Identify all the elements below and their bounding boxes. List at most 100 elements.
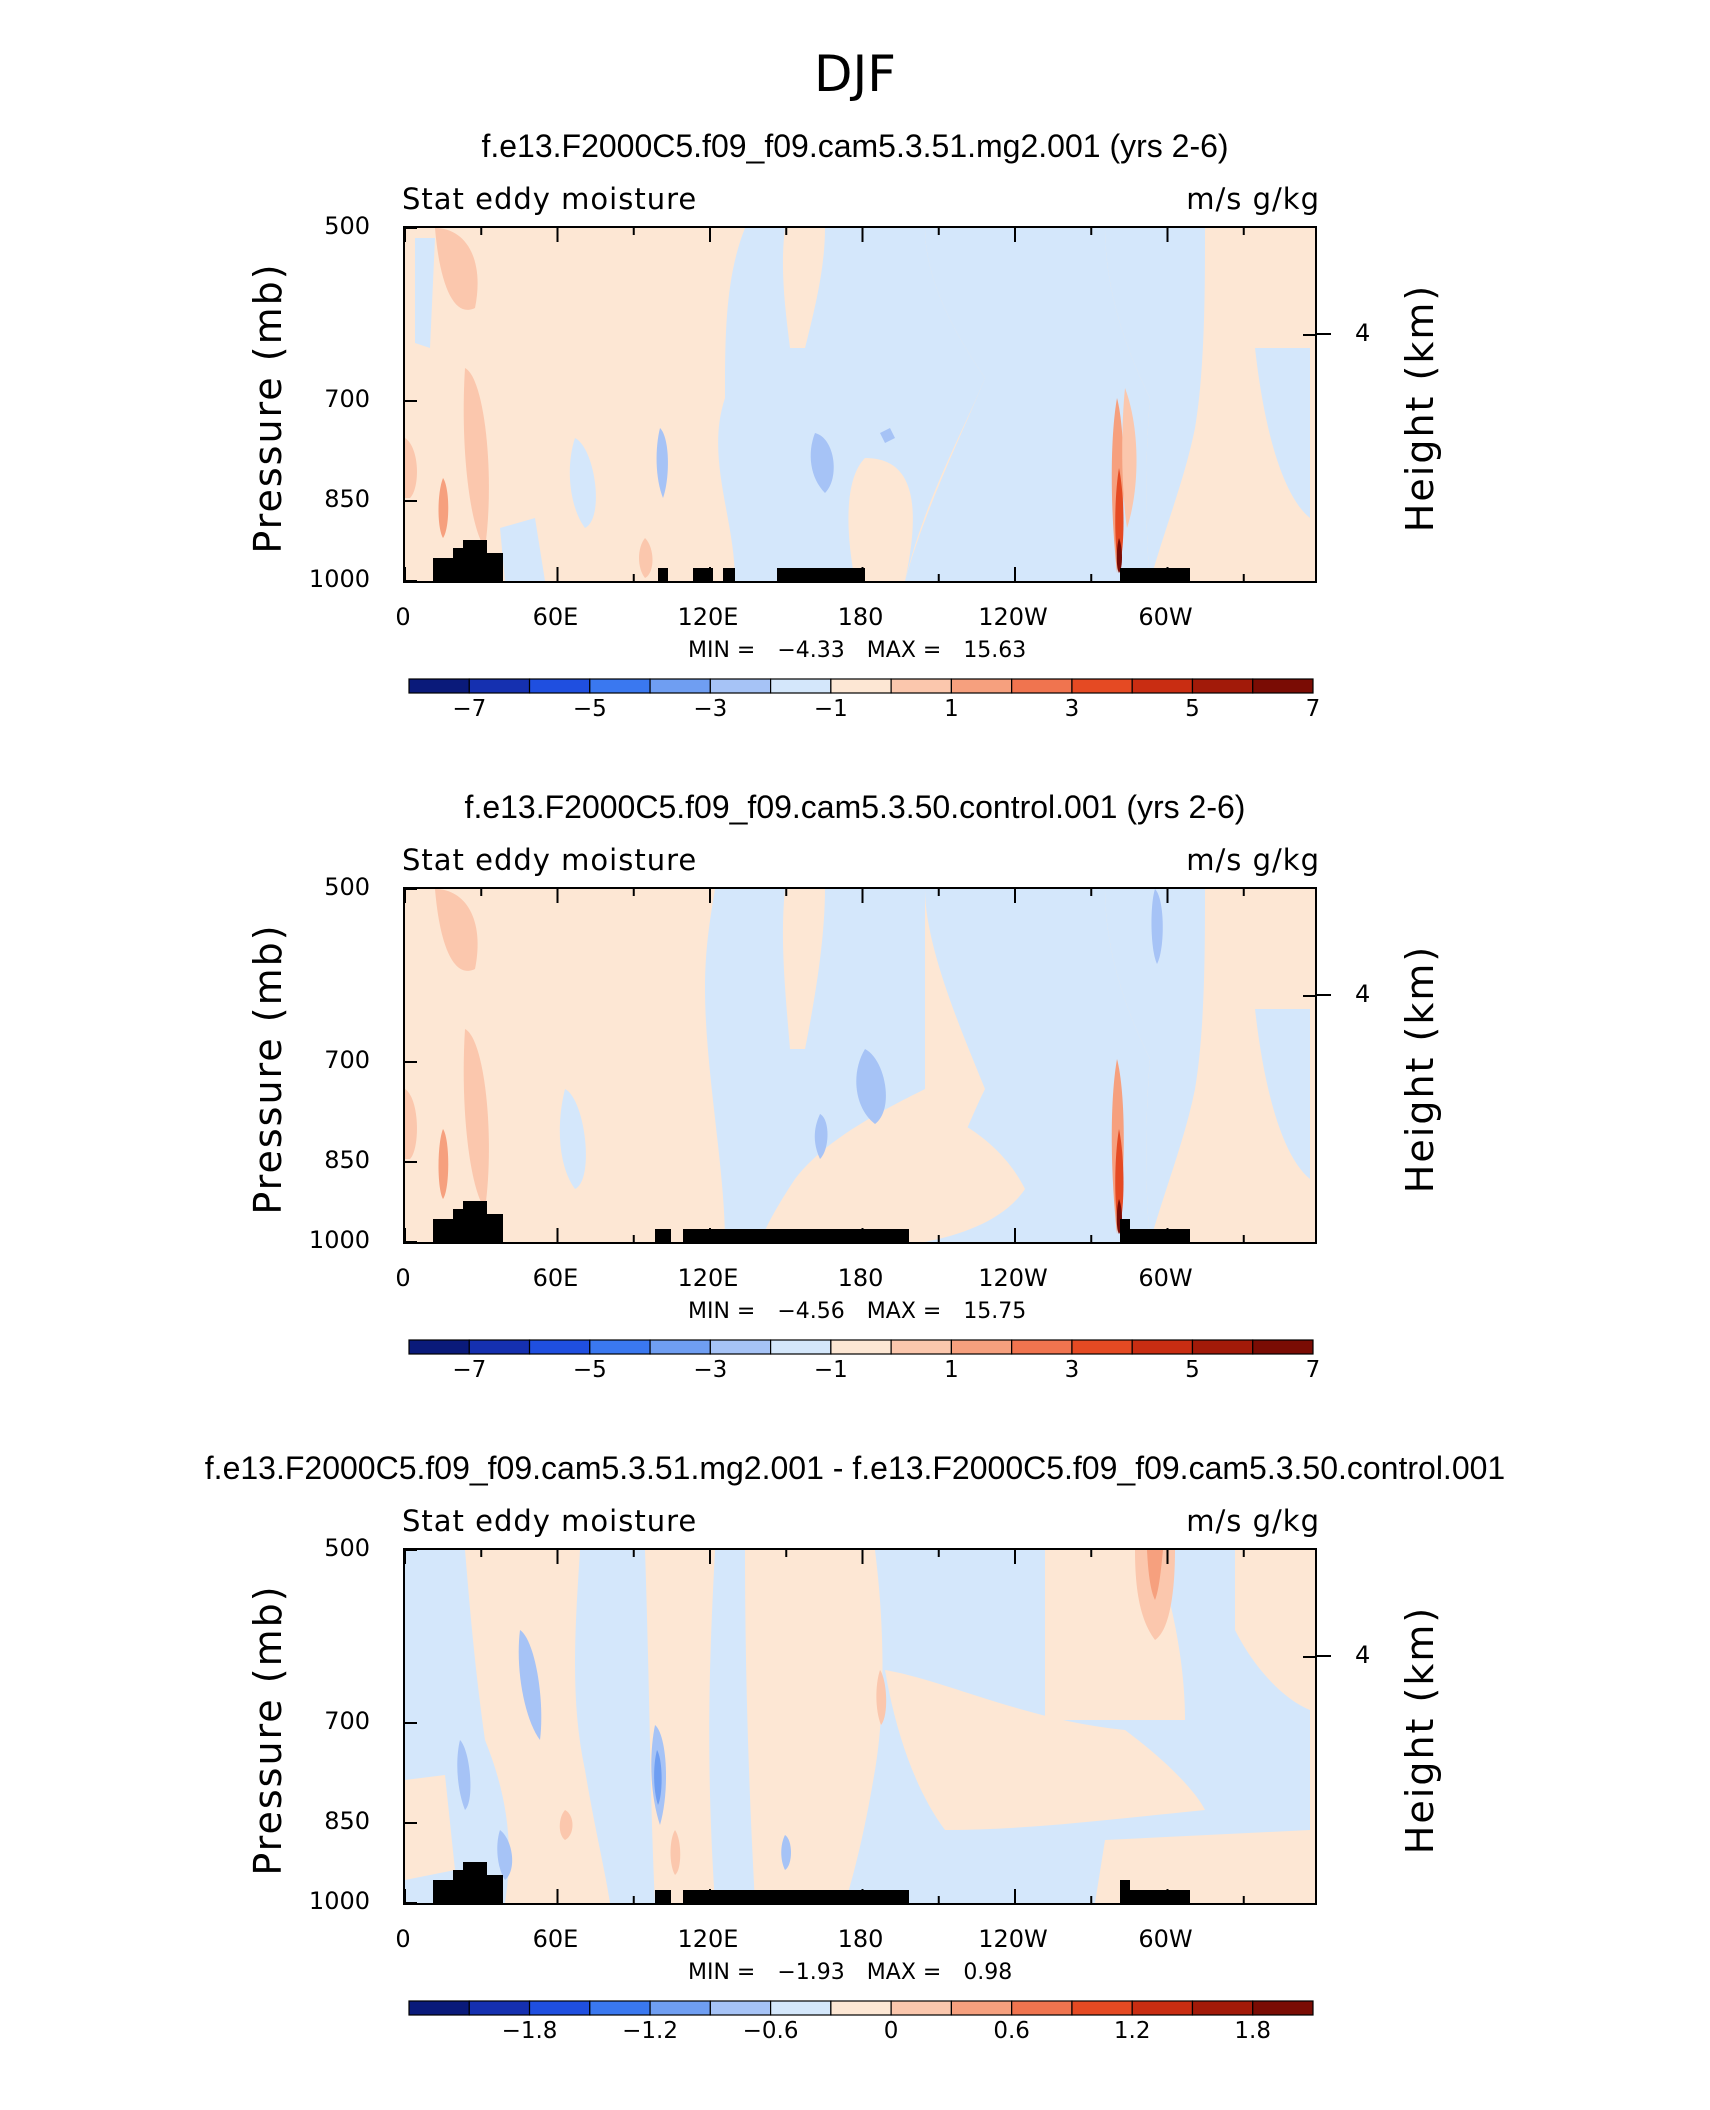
max-value: 0.98	[963, 1960, 1013, 1985]
land-mask	[487, 1875, 503, 1903]
colorbar-tick-label: −3	[693, 1357, 728, 1383]
contour-region	[656, 428, 668, 498]
colorbar-tick-label: 3	[1064, 696, 1080, 722]
colorbar-tick-label: 1.2	[1113, 2018, 1151, 2044]
colorbar-swatch	[830, 2000, 892, 2016]
contour-region	[1115, 468, 1124, 568]
contour-region	[856, 1049, 886, 1124]
colorbar-swatch	[890, 2000, 952, 2016]
contour-region	[654, 1750, 662, 1805]
contour-region	[1151, 889, 1163, 964]
colorbar-swatch	[468, 678, 531, 694]
land-mask	[433, 1880, 453, 1903]
colorbar-swatch	[770, 1339, 832, 1355]
colorbar-swatch	[589, 2000, 651, 2016]
land-mask	[463, 1862, 487, 1903]
contour-region	[435, 228, 478, 310]
y-right-tick-label: 4	[1355, 1641, 1371, 1669]
colorbar-tick-label: 1.8	[1234, 2018, 1271, 2044]
colorbar-tick-label: −1.2	[622, 2018, 678, 2044]
contour-region	[848, 458, 913, 581]
y-axis-label: Pressure (mb)	[246, 1584, 290, 1876]
contour-region	[814, 1114, 828, 1159]
colorbar-swatch	[1131, 1339, 1194, 1355]
land-mask	[433, 1219, 453, 1242]
contour-region	[1105, 228, 1205, 581]
land-mask	[1120, 1890, 1190, 1903]
x-tick-label: 0	[395, 1925, 411, 1953]
y-right-tick-label: 4	[1355, 319, 1371, 347]
colorbar-swatch	[589, 678, 651, 694]
max-label: MAX =	[866, 1299, 942, 1324]
colorbar-swatch	[1071, 1339, 1133, 1355]
colorbar-swatch	[1011, 678, 1073, 694]
x-tick-label: 120W	[978, 1925, 1048, 1953]
contour-region	[405, 438, 417, 498]
min-value: −4.33	[777, 638, 845, 663]
colorbar-swatch	[528, 1339, 591, 1355]
y-right-tick-outer	[1317, 1655, 1331, 1657]
colorbar-tick-label: 1	[944, 1357, 959, 1383]
contour-region	[1122, 388, 1137, 528]
colorbar-swatch	[1191, 678, 1254, 694]
colorbar-tick-label: 7	[1305, 1357, 1321, 1383]
colorbar-swatch	[1191, 1339, 1254, 1355]
colorbar	[408, 678, 1314, 694]
colorbar-swatch	[1011, 1339, 1073, 1355]
x-tick-label: 0	[395, 603, 411, 631]
min-max-readout: MIN = −1.93 MAX = 0.98	[688, 1960, 1012, 1985]
colorbar-tick-label: −1	[813, 696, 848, 722]
contour-region	[781, 1835, 791, 1870]
colorbar-swatch	[830, 678, 892, 694]
colorbar-tick-label: −1	[813, 1357, 848, 1383]
y-tick-label: 1000	[308, 1887, 370, 1915]
y-tick-label: 1000	[308, 1226, 370, 1254]
contour-field	[405, 1550, 1315, 1903]
land-mask	[777, 568, 865, 581]
land-mask	[723, 568, 735, 581]
y-axis-label: Pressure (mb)	[246, 923, 290, 1215]
y-right-tick-outer	[1317, 994, 1331, 996]
max-value: 15.63	[963, 638, 1027, 663]
colorbar-tick-label: 0.6	[993, 2018, 1030, 2044]
min-label: MIN =	[688, 638, 756, 663]
land-mask	[1120, 1229, 1190, 1242]
y-axis-label-right: Height (km)	[1398, 944, 1442, 1194]
colorbar-swatch	[1191, 2000, 1254, 2016]
x-tick-label: 60E	[532, 1925, 579, 1953]
land-mask	[683, 1229, 909, 1242]
y-tick-label: 850	[324, 485, 370, 513]
chart-panel-3: f.e13.F2000C5.f09_f09.cam5.3.51.mg2.001 …	[0, 1450, 1710, 2110]
x-tick-label: 180	[837, 1925, 884, 1953]
contour-region	[670, 1830, 681, 1875]
contour-region	[876, 1670, 887, 1725]
contour-region	[569, 438, 596, 528]
colorbar-swatch	[408, 678, 470, 694]
colorbar-swatch	[1252, 678, 1314, 694]
figure-title: DJF	[813, 45, 896, 103]
field-label: Stat eddy moisture	[402, 182, 698, 216]
colorbar	[408, 1339, 1314, 1355]
min-value: −4.56	[777, 1299, 845, 1324]
panel-title: f.e13.F2000C5.f09_f09.cam5.3.51.mg2.001 …	[204, 1450, 1506, 1486]
colorbar-swatch	[649, 2000, 711, 2016]
x-tick-label: 60E	[532, 1264, 579, 1292]
min-label: MIN =	[688, 1299, 756, 1324]
colorbar-swatch	[1252, 1339, 1314, 1355]
contour-field	[405, 228, 1315, 581]
contour-region	[885, 1109, 1025, 1242]
contour-region	[438, 1129, 449, 1199]
x-tick-label: 120E	[677, 1925, 739, 1953]
colorbar-swatch	[1071, 2000, 1133, 2016]
colorbar-tick-label: −0.6	[742, 2018, 799, 2044]
y-tick-label: 500	[324, 873, 370, 901]
colorbar-tick-label: −5	[572, 1357, 607, 1383]
contour-region	[782, 889, 825, 1049]
x-tick-label: 60W	[1138, 1925, 1193, 1953]
colorbar-swatch	[1131, 2000, 1194, 2016]
contour-region	[405, 1775, 455, 1880]
contour-region	[559, 1810, 573, 1840]
land-mask	[463, 540, 487, 581]
contour-region	[1105, 889, 1205, 1242]
land-mask	[463, 1201, 487, 1242]
